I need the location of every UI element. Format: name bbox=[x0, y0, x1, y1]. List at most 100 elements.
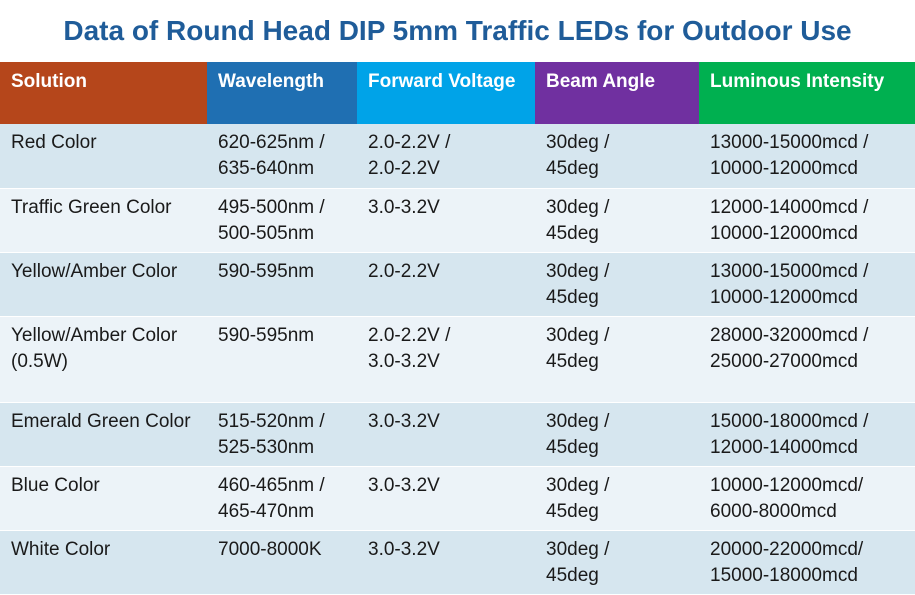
cell-line: 525-530nm bbox=[218, 436, 315, 458]
cell-beam-angle: 30deg / 45deg bbox=[535, 124, 699, 189]
cell-line: 465-470nm bbox=[218, 500, 315, 522]
table-row: Red Color 620-625nm /635-640nm 2.0-2.2V /2… bbox=[0, 124, 915, 189]
led-data-table: Solution Wavelength Forward Voltage Beam… bbox=[0, 62, 915, 595]
cell-solution: Red Color bbox=[0, 124, 207, 189]
cell-luminous-intensity: 28000-32000mcd / 25000-27000mcd bbox=[699, 316, 915, 403]
cell-luminous-intensity: 10000-12000mcd/6000-8000mcd bbox=[699, 466, 915, 531]
cell-line: 45deg bbox=[546, 564, 599, 586]
cell-line: White Color bbox=[11, 538, 111, 560]
cell-wavelength: 590-595nm bbox=[207, 252, 357, 317]
cell-forward-voltage: 2.0-2.2V / 2.0-2.2V bbox=[357, 124, 535, 189]
cell-line: Blue Color bbox=[11, 474, 100, 496]
cell-line: 495-500nm / bbox=[218, 196, 325, 218]
header-wavelength: Wavelength bbox=[207, 62, 357, 124]
table-body: Red Color 620-625nm /635-640nm 2.0-2.2V /2… bbox=[0, 124, 915, 595]
cell-line: 45deg bbox=[546, 286, 599, 308]
cell-beam-angle: 30deg / 45deg bbox=[535, 466, 699, 531]
cell-forward-voltage: 2.0-2.2V / 3.0-3.2V bbox=[357, 316, 535, 403]
cell-line: 10000-12000mcd bbox=[710, 222, 858, 244]
cell-line: 3.0-3.2V bbox=[368, 538, 440, 560]
cell-line: 15000-18000mcd bbox=[710, 564, 858, 586]
cell-line: Yellow/Amber Color bbox=[11, 260, 178, 282]
cell-solution: Yellow/Amber Color (0.5W) bbox=[0, 316, 207, 403]
cell-line: Emerald Green Color bbox=[11, 410, 191, 432]
cell-line: 20000-22000mcd/ bbox=[710, 538, 864, 560]
cell-line: 45deg bbox=[546, 436, 599, 458]
cell-line: 3.0-3.2V bbox=[368, 410, 440, 432]
cell-line: 45deg bbox=[546, 350, 599, 372]
cell-solution: Emerald Green Color bbox=[0, 402, 207, 467]
cell-line: 7000-8000K bbox=[218, 538, 322, 560]
cell-forward-voltage: 3.0-3.2V bbox=[357, 188, 535, 253]
cell-forward-voltage: 3.0-3.2V bbox=[357, 530, 535, 595]
header-forward-voltage: Forward Voltage bbox=[357, 62, 535, 124]
page-title: Data of Round Head DIP 5mm Traffic LEDs … bbox=[63, 15, 852, 46]
cell-line: 28000-32000mcd / bbox=[710, 324, 869, 346]
cell-luminous-intensity: 15000-18000mcd / 12000-14000mcd bbox=[699, 402, 915, 467]
cell-line: 13000-15000mcd / bbox=[710, 260, 869, 282]
cell-line: 30deg / bbox=[546, 132, 610, 153]
cell-line: 25000-27000mcd bbox=[710, 350, 858, 372]
cell-wavelength: 7000-8000K bbox=[207, 530, 357, 595]
cell-solution: Traffic Green Color bbox=[0, 188, 207, 253]
cell-line: 12000-14000mcd bbox=[710, 436, 858, 458]
table-row: Emerald Green Color 515-520nm / 525-530nm 3… bbox=[0, 402, 915, 467]
table-row: Yellow/Amber Color 590-595nm 2.0-2.2V 30deg… bbox=[0, 252, 915, 317]
cell-wavelength: 460-465nm / 465-470nm bbox=[207, 466, 357, 531]
cell-line: 45deg bbox=[546, 500, 599, 522]
cell-line: 2.0-2.2V bbox=[368, 158, 440, 179]
header-beam-angle: Beam Angle bbox=[535, 62, 699, 124]
cell-line: 30deg / bbox=[546, 538, 610, 560]
cell-beam-angle: 30deg / 45deg bbox=[535, 402, 699, 467]
cell-wavelength: 495-500nm / 500-505nm bbox=[207, 188, 357, 253]
cell-forward-voltage: 3.0-3.2V bbox=[357, 402, 535, 467]
table-row: Blue Color 460-465nm / 465-470nm 3.0-3.2V 30… bbox=[0, 466, 915, 531]
cell-line: 460-465nm / bbox=[218, 474, 325, 496]
cell-beam-angle: 30deg / 45deg bbox=[535, 188, 699, 253]
cell-line: 45deg bbox=[546, 158, 599, 179]
cell-beam-angle: 30deg / 45deg bbox=[535, 316, 699, 403]
cell-forward-voltage: 3.0-3.2V bbox=[357, 466, 535, 531]
cell-line: 10000-12000mcd bbox=[710, 158, 858, 179]
table-row: Traffic Green Color 495-500nm / 500-505nm 3… bbox=[0, 188, 915, 253]
cell-line: 3.0-3.2V bbox=[368, 474, 440, 496]
cell-line: 45deg bbox=[546, 222, 599, 244]
cell-line: 2.0-2.2V / bbox=[368, 324, 451, 346]
cell-line: 15000-18000mcd / bbox=[710, 410, 869, 432]
cell-line: Traffic Green Color bbox=[11, 196, 172, 218]
cell-line: 635-640nm bbox=[218, 158, 315, 179]
cell-luminous-intensity: 13000-15000mcd / 10000-12000mcd bbox=[699, 124, 915, 189]
cell-solution: Yellow/Amber Color bbox=[0, 252, 207, 317]
cell-line: 12000-14000mcd / bbox=[710, 196, 869, 218]
header-solution: Solution bbox=[0, 62, 207, 124]
cell-wavelength: 515-520nm / 525-530nm bbox=[207, 402, 357, 467]
cell-line: 6000-8000mcd bbox=[710, 500, 837, 522]
cell-beam-angle: 30deg / 45deg bbox=[535, 530, 699, 595]
cell-solution: White Color bbox=[0, 530, 207, 595]
cell-line: 30deg / bbox=[546, 260, 610, 282]
cell-luminous-intensity: 20000-22000mcd/15000-18000mcd bbox=[699, 530, 915, 595]
table-header-row: Solution Wavelength Forward Voltage Beam… bbox=[0, 62, 915, 124]
cell-wavelength: 620-625nm / 635-640nm bbox=[207, 124, 357, 189]
cell-beam-angle: 30deg / 45deg bbox=[535, 252, 699, 317]
cell-line: (0.5W) bbox=[11, 350, 68, 372]
cell-line: 620-625nm / bbox=[218, 132, 325, 153]
cell-line: 2.0-2.2V bbox=[368, 260, 440, 282]
cell-line: 515-520nm / bbox=[218, 410, 325, 432]
cell-solution: Blue Color bbox=[0, 466, 207, 531]
table-row: White Color 7000-8000K 3.0-3.2V 30deg / 45de… bbox=[0, 530, 915, 595]
cell-line: 3.0-3.2V bbox=[368, 196, 440, 218]
cell-line: 10000-12000mcd bbox=[710, 286, 858, 308]
cell-luminous-intensity: 13000-15000mcd / 10000-12000mcd bbox=[699, 252, 915, 317]
cell-line: Yellow/Amber Color bbox=[11, 324, 178, 346]
cell-line: 590-595nm bbox=[218, 260, 315, 282]
cell-line: 30deg / bbox=[546, 324, 610, 346]
header-luminous-intensity: Luminous Intensity bbox=[699, 62, 915, 124]
cell-line: 30deg / bbox=[546, 474, 610, 496]
cell-line: 2.0-2.2V / bbox=[368, 132, 451, 153]
cell-line: 10000-12000mcd/ bbox=[710, 474, 864, 496]
cell-line: 3.0-3.2V bbox=[368, 350, 440, 372]
cell-line: 590-595nm bbox=[218, 324, 315, 346]
cell-line: 30deg / bbox=[546, 196, 610, 218]
cell-line: Red Color bbox=[11, 132, 97, 153]
